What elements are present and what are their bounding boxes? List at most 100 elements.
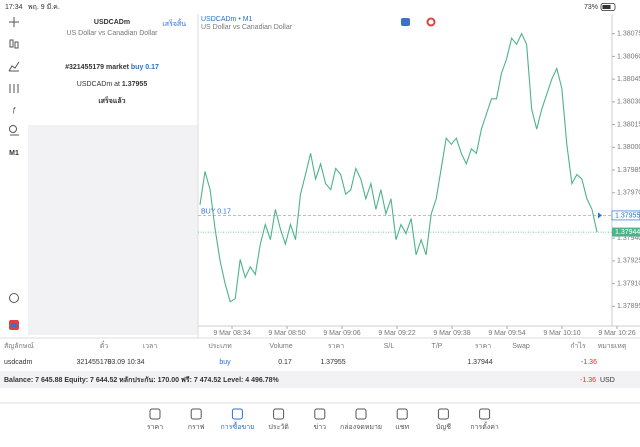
battery-fill bbox=[602, 5, 611, 9]
order-panel bbox=[28, 14, 198, 125]
table-header: Volume bbox=[269, 343, 292, 350]
table-cell: -1.36 bbox=[581, 359, 597, 366]
function-tool[interactable]: ƒ bbox=[12, 107, 16, 114]
buy-price-tag-label: 1.37955 bbox=[615, 212, 640, 219]
y-tick-label: 1.37895 bbox=[617, 303, 640, 310]
alert-icon-inner bbox=[428, 19, 434, 25]
status-bar bbox=[0, 0, 640, 14]
table-cell: 0.17 bbox=[278, 359, 292, 366]
table-header: ราคา bbox=[328, 343, 344, 350]
tab-icon[interactable] bbox=[479, 408, 491, 420]
table-header: ตั๋ว bbox=[100, 341, 109, 350]
tab-label[interactable]: บัญชี bbox=[436, 423, 451, 431]
y-tick-label: 1.38000 bbox=[617, 144, 640, 151]
battery-level: 73% bbox=[584, 4, 598, 11]
x-tick-label: 9 Mar 09:06 bbox=[323, 330, 360, 337]
balance-text: Balance: 7 645.88 Equity: 7 644.52 หลักป… bbox=[4, 376, 280, 384]
chart-subtitle: US Dollar vs Canadian Dollar bbox=[201, 24, 293, 31]
balance-row bbox=[0, 371, 640, 388]
y-tick-label: 1.38015 bbox=[617, 121, 640, 128]
panel-symbol[interactable]: USDCADm bbox=[94, 19, 130, 26]
table-header: ราคา bbox=[475, 343, 491, 350]
tab-label[interactable]: ประวัติ bbox=[268, 423, 289, 431]
table-cell: 03.09 10:34 bbox=[108, 359, 145, 366]
x-tick-label: 9 Mar 10:26 bbox=[598, 330, 635, 337]
done-button[interactable]: เสร็จสิ้น bbox=[162, 17, 186, 28]
table-header: สัญลักษณ์ bbox=[4, 342, 34, 350]
y-tick-label: 1.38045 bbox=[617, 76, 640, 83]
order-action: buy 0.17 bbox=[131, 64, 159, 71]
y-tick-label: 1.38030 bbox=[617, 99, 640, 106]
y-tick-label: 1.38060 bbox=[617, 53, 640, 60]
crosshair-tool[interactable] bbox=[9, 17, 19, 27]
tab-label[interactable]: กราฟ bbox=[188, 424, 205, 431]
chart-type-tool[interactable] bbox=[9, 39, 19, 49]
x-tick-label: 9 Mar 08:34 bbox=[213, 330, 250, 337]
buy-line-label: BUY 0.17 bbox=[201, 208, 231, 215]
timeframe-button[interactable]: M1 bbox=[9, 150, 19, 157]
table-header: S/L bbox=[384, 343, 395, 350]
order-status: เสร็จแล้ว bbox=[98, 96, 125, 105]
table-header: หมายเหตุ bbox=[598, 343, 627, 350]
currency: USD bbox=[600, 377, 615, 384]
order-price: 1.37955 bbox=[122, 81, 147, 88]
tab-icon[interactable] bbox=[355, 408, 367, 420]
panel-description: US Dollar vs Canadian Dollar bbox=[66, 30, 158, 37]
tab-label[interactable]: การตั้งค่า bbox=[470, 420, 499, 431]
tab-icon[interactable] bbox=[190, 408, 202, 420]
tab-icon[interactable] bbox=[314, 408, 326, 420]
y-tick-label: 1.37910 bbox=[617, 280, 640, 287]
tab-label[interactable]: แชท bbox=[395, 424, 409, 431]
table-header: Swap bbox=[512, 343, 530, 350]
tab-icon[interactable] bbox=[149, 408, 161, 420]
table-cell: buy bbox=[219, 359, 231, 366]
x-tick-label: 9 Mar 08:50 bbox=[268, 330, 305, 337]
y-tick-label: 1.37940 bbox=[617, 235, 640, 242]
current-price-tag bbox=[612, 227, 640, 237]
buy-arrow bbox=[598, 212, 602, 219]
status-time: 17:34 bbox=[5, 4, 23, 11]
table-header: เวลา bbox=[143, 343, 158, 350]
trade-tool-inner bbox=[11, 323, 17, 327]
order-text: #321455179 market bbox=[65, 64, 130, 71]
y-tick-label: 1.37970 bbox=[617, 190, 640, 197]
indicators-tool[interactable] bbox=[8, 61, 20, 72]
table-header: กำไร bbox=[570, 341, 586, 350]
tab-icon[interactable] bbox=[273, 408, 285, 420]
x-tick-label: 9 Mar 09:38 bbox=[433, 330, 470, 337]
tab-label[interactable]: ข่าว bbox=[313, 424, 326, 431]
chart-title: USDCADm • M1 bbox=[201, 16, 253, 23]
y-tick-label: 1.37985 bbox=[617, 167, 640, 174]
order-price-text: USDCADm at bbox=[77, 81, 120, 88]
table-header: T/P bbox=[432, 343, 443, 350]
buy-price-tag bbox=[611, 210, 640, 221]
table-header: ประเภท bbox=[208, 343, 232, 350]
tab-icon[interactable] bbox=[231, 408, 243, 420]
order-price-line: USDCADm at 1.37955 bbox=[77, 81, 148, 88]
status-date: พฤ. 9 มี.ค. bbox=[28, 3, 60, 11]
tab-icon[interactable] bbox=[437, 408, 449, 420]
tab-label[interactable]: ราคา bbox=[147, 424, 163, 431]
table-cell: usdcadm bbox=[4, 359, 33, 366]
objects-tool[interactable] bbox=[9, 125, 20, 136]
tab-label[interactable]: กล่องจดหมาย bbox=[340, 424, 382, 431]
order-result: #321455179 market buy 0.17 bbox=[65, 64, 159, 71]
x-tick-label: 9 Mar 09:54 bbox=[488, 330, 525, 337]
battery-icon bbox=[600, 3, 616, 11]
zoom-tool[interactable] bbox=[9, 293, 19, 303]
table-cell: 1.37955 bbox=[320, 359, 345, 366]
price-line bbox=[199, 32, 598, 303]
total-profit: -1.36 bbox=[580, 377, 596, 384]
settings-tool[interactable] bbox=[9, 84, 19, 93]
one-click-icon[interactable] bbox=[401, 18, 410, 26]
y-tick-label: 1.38075 bbox=[617, 31, 640, 38]
tab-label[interactable]: การซื้อขาย bbox=[221, 420, 255, 431]
left-toolbar: ƒ M1 bbox=[8, 17, 20, 330]
tab-icon[interactable] bbox=[396, 408, 408, 420]
table-cell: 321455179 bbox=[76, 359, 111, 366]
current-price-tag-label: 1.37944 bbox=[615, 229, 640, 236]
table-cell: 1.37944 bbox=[467, 359, 492, 366]
x-tick-label: 9 Mar 09:22 bbox=[378, 330, 415, 337]
